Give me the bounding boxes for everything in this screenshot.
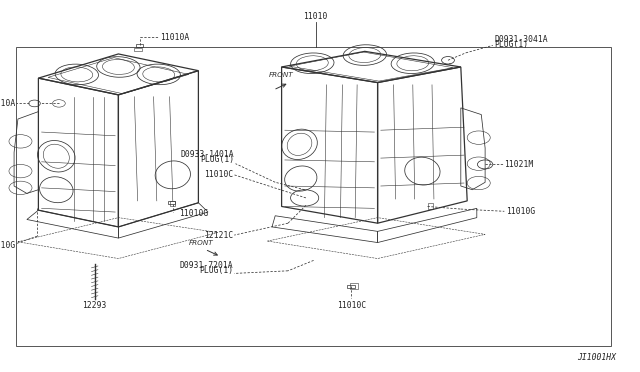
Text: FRONT: FRONT: [269, 72, 294, 78]
Bar: [168, 201, 175, 204]
Text: 11021M: 11021M: [504, 160, 534, 169]
Text: D0931-7201A: D0931-7201A: [179, 261, 233, 270]
Text: 12293: 12293: [83, 301, 107, 310]
Text: 11010G: 11010G: [179, 209, 209, 218]
Bar: [428, 203, 433, 209]
Text: D0931-3041A: D0931-3041A: [494, 35, 548, 44]
Text: 12121C: 12121C: [204, 231, 233, 240]
Text: 11010A: 11010A: [0, 99, 15, 108]
Text: JI1001HX: JI1001HX: [577, 353, 616, 362]
Text: D0933-1401A: D0933-1401A: [180, 150, 234, 159]
Text: 11010G: 11010G: [506, 207, 535, 216]
Bar: [134, 48, 142, 51]
Text: 11010G: 11010G: [0, 241, 15, 250]
Bar: [170, 201, 175, 206]
Bar: [16, 46, 611, 346]
Text: 11010A: 11010A: [160, 33, 189, 42]
Bar: [347, 285, 355, 288]
Text: FRONT: FRONT: [189, 240, 214, 246]
Text: PLUG(1): PLUG(1): [200, 155, 234, 164]
Bar: [350, 283, 358, 289]
Bar: [136, 44, 143, 47]
Text: 11010C: 11010C: [337, 301, 366, 310]
Text: 11010: 11010: [303, 12, 328, 21]
Text: PLUG(1): PLUG(1): [494, 40, 528, 49]
Text: 11010C: 11010C: [204, 170, 233, 179]
Text: PLUG(1): PLUG(1): [199, 266, 233, 275]
